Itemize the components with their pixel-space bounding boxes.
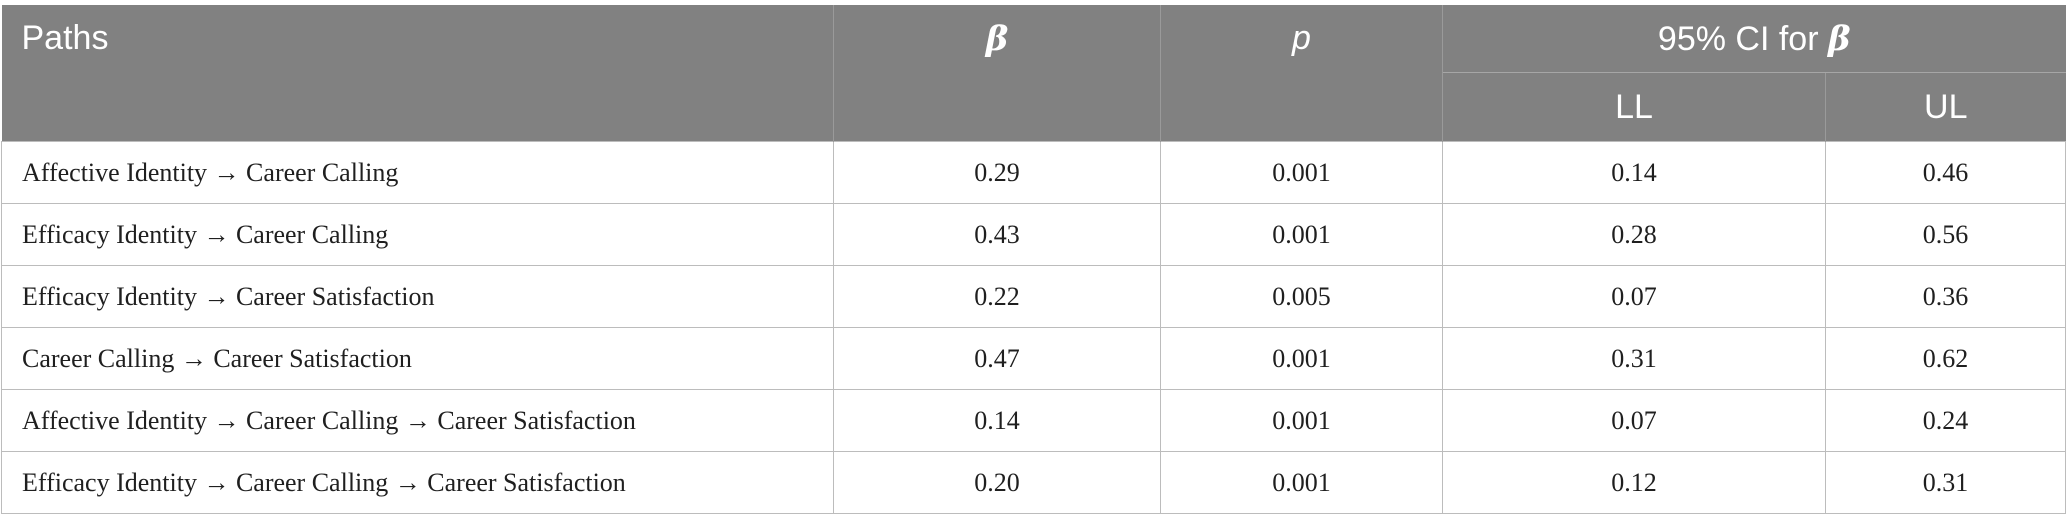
cell-ul: 0.56 <box>1825 203 2066 266</box>
cell-beta: 0.20 <box>833 451 1161 514</box>
ci-label: 95% CI for <box>1657 19 1828 58</box>
cell-ul: 0.62 <box>1825 327 2066 390</box>
table-row: Efficacy Identity → Career Calling → Car… <box>1 451 2066 514</box>
cell-p: 0.001 <box>1160 389 1443 452</box>
cell-beta: 0.43 <box>833 203 1161 266</box>
path-analysis-table: Paths β p 95% CI for β LL UL Affective I… <box>1 5 2066 514</box>
table-row: Efficacy Identity → Career Satisfaction 0… <box>1 265 2066 328</box>
table-body: Affective Identity → Career Calling 0.29 0… <box>1 141 2066 514</box>
table-row: Career Calling → Career Satisfaction 0.47… <box>1 327 2066 390</box>
header-paths: Paths <box>1 5 834 142</box>
ci-beta-symbol: β <box>1828 18 1851 59</box>
cell-ul: 0.24 <box>1825 389 2066 452</box>
table-row: Affective Identity → Career Calling 0.29 0… <box>1 141 2066 204</box>
header-ci: 95% CI for β <box>1442 5 2066 73</box>
cell-p: 0.001 <box>1160 327 1443 390</box>
table-row: Affective Identity → Career Calling → Ca… <box>1 389 2066 452</box>
cell-p: 0.001 <box>1160 451 1443 514</box>
cell-path: Efficacy Identity → Career Calling <box>1 203 834 266</box>
cell-path: Affective Identity → Career Calling <box>1 141 834 204</box>
cell-p: 0.001 <box>1160 203 1443 266</box>
cell-ll: 0.07 <box>1442 389 1826 452</box>
cell-ll: 0.14 <box>1442 141 1826 204</box>
cell-beta: 0.14 <box>833 389 1161 452</box>
header-ll: LL <box>1442 72 1826 142</box>
cell-path: Career Calling → Career Satisfaction <box>1 327 834 390</box>
p-symbol: p <box>1292 19 1311 57</box>
table-row: Efficacy Identity → Career Calling 0.43 0.… <box>1 203 2066 266</box>
table-header: Paths β p 95% CI for β LL UL <box>1 5 2066 142</box>
cell-ll: 0.31 <box>1442 327 1826 390</box>
header-p: p <box>1160 5 1443 142</box>
beta-symbol: β <box>985 19 1009 59</box>
cell-beta: 0.47 <box>833 327 1161 390</box>
cell-ul: 0.36 <box>1825 265 2066 328</box>
cell-path: Efficacy Identity → Career Calling → Car… <box>1 451 834 514</box>
cell-ul: 0.46 <box>1825 141 2066 204</box>
cell-ll: 0.07 <box>1442 265 1826 328</box>
cell-ul: 0.31 <box>1825 451 2066 514</box>
header-beta: β <box>833 5 1161 142</box>
cell-path: Affective Identity → Career Calling → Ca… <box>1 389 834 452</box>
cell-p: 0.005 <box>1160 265 1443 328</box>
cell-beta: 0.29 <box>833 141 1161 204</box>
header-ul: UL <box>1825 72 2066 142</box>
cell-p: 0.001 <box>1160 141 1443 204</box>
cell-ll: 0.28 <box>1442 203 1826 266</box>
cell-path: Efficacy Identity → Career Satisfaction <box>1 265 834 328</box>
cell-ll: 0.12 <box>1442 451 1826 514</box>
cell-beta: 0.22 <box>833 265 1161 328</box>
